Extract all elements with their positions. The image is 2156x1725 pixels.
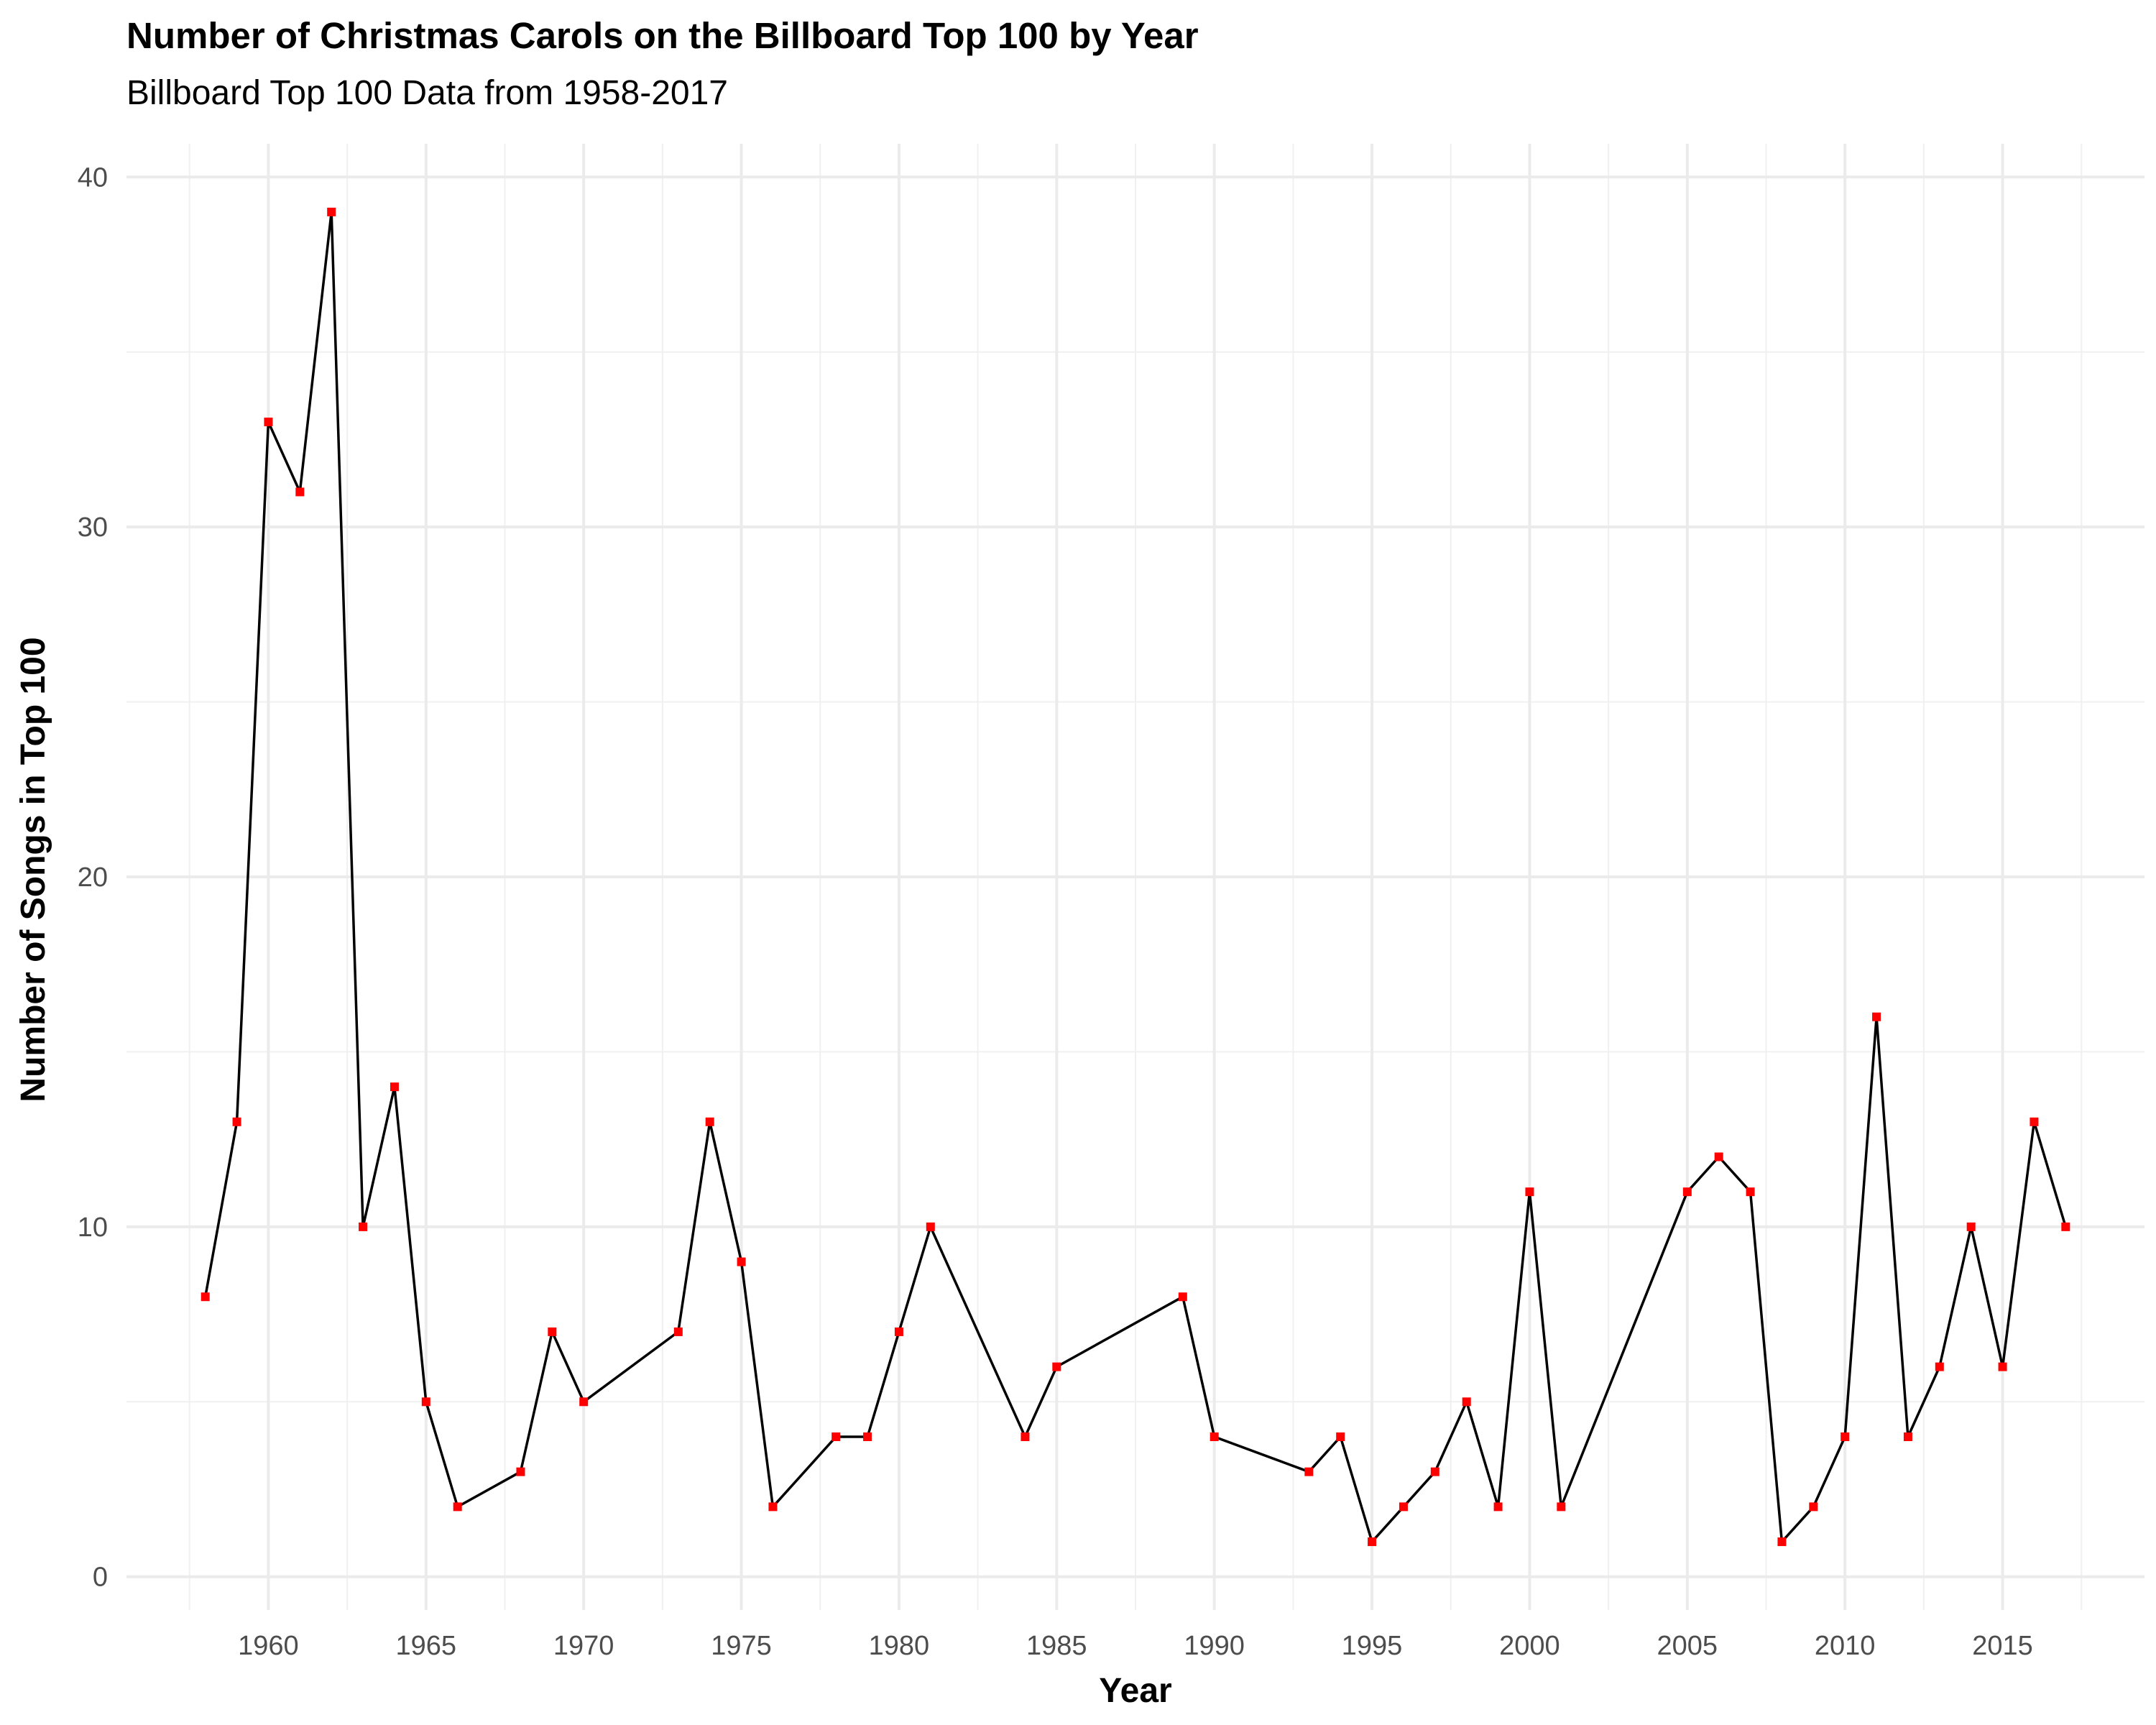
series-layer — [201, 207, 2070, 1547]
data-point — [201, 1292, 210, 1302]
data-point — [1809, 1502, 1818, 1512]
data-point — [1714, 1152, 1723, 1162]
data-point — [673, 1327, 683, 1336]
y-tick-label: 20 — [78, 862, 108, 893]
x-tick-label: 1985 — [1026, 1631, 1087, 1661]
x-axis-title: Year — [1099, 1672, 1171, 1710]
data-point — [1682, 1187, 1692, 1197]
x-tick-label: 2000 — [1499, 1631, 1560, 1661]
data-point — [894, 1327, 903, 1336]
data-point — [1368, 1537, 1377, 1547]
data-point — [768, 1502, 778, 1512]
data-point — [516, 1467, 525, 1476]
data-point — [453, 1502, 462, 1512]
data-point — [2061, 1222, 2070, 1231]
data-point — [1525, 1187, 1534, 1197]
data-point — [1935, 1362, 1944, 1371]
data-point — [1966, 1222, 1976, 1231]
data-point — [737, 1257, 746, 1266]
y-tick-label: 40 — [78, 162, 108, 193]
data-point — [421, 1397, 430, 1407]
data-point — [359, 1222, 368, 1231]
y-axis-title: Number of Songs in Top 100 — [14, 637, 52, 1102]
data-point — [1903, 1432, 1912, 1441]
chart-subtitle: Billboard Top 100 Data from 1958-2017 — [126, 74, 728, 112]
y-tick-label: 10 — [78, 1213, 108, 1243]
chart-title: Number of Christmas Carols on the Billbo… — [126, 15, 1199, 56]
data-point — [232, 1117, 241, 1126]
data-point — [1493, 1502, 1503, 1512]
x-tick-label: 2015 — [1972, 1631, 2033, 1661]
data-point — [1336, 1432, 1345, 1441]
data-point — [926, 1222, 935, 1231]
data-point — [1178, 1292, 1187, 1302]
data-point — [1462, 1397, 1471, 1407]
x-tick-label: 1995 — [1342, 1631, 1403, 1661]
x-tick-label: 1990 — [1184, 1631, 1245, 1661]
data-point — [1746, 1187, 1755, 1197]
data-point — [1557, 1502, 1566, 1512]
data-point — [831, 1432, 841, 1441]
data-point — [1210, 1432, 1219, 1441]
data-point — [1052, 1362, 1061, 1371]
x-tick-label: 1975 — [711, 1631, 772, 1661]
data-point — [1304, 1467, 1314, 1476]
data-point — [1021, 1432, 1030, 1441]
data-point — [295, 487, 305, 497]
x-tick-label: 2005 — [1657, 1631, 1718, 1661]
x-tick-label: 2010 — [1815, 1631, 1876, 1661]
data-point — [390, 1082, 399, 1092]
data-point — [1430, 1467, 1439, 1476]
x-tick-label: 1965 — [396, 1631, 457, 1661]
x-tick-label: 1980 — [869, 1631, 930, 1661]
data-point — [2030, 1117, 2039, 1126]
data-point — [1998, 1362, 2007, 1371]
data-point — [264, 418, 273, 427]
data-point — [1777, 1537, 1787, 1547]
y-tick-label: 0 — [93, 1563, 108, 1593]
y-axis-tick-labels: 0 10 20 30 40 — [78, 162, 108, 1592]
data-point — [1399, 1502, 1408, 1512]
data-point — [863, 1432, 872, 1441]
x-tick-label: 1970 — [553, 1631, 614, 1661]
data-point — [579, 1397, 589, 1407]
y-tick-label: 30 — [78, 512, 108, 543]
series-line — [203, 211, 2067, 1543]
data-point — [705, 1117, 714, 1126]
data-point — [327, 207, 336, 216]
data-point — [548, 1327, 557, 1336]
x-tick-label: 1960 — [238, 1631, 299, 1661]
data-point — [1841, 1432, 1850, 1441]
data-point — [1872, 1012, 1881, 1021]
x-axis-tick-labels: 1960 1965 1970 1975 1980 1985 1990 1995 2000 2005… — [238, 1631, 2033, 1661]
